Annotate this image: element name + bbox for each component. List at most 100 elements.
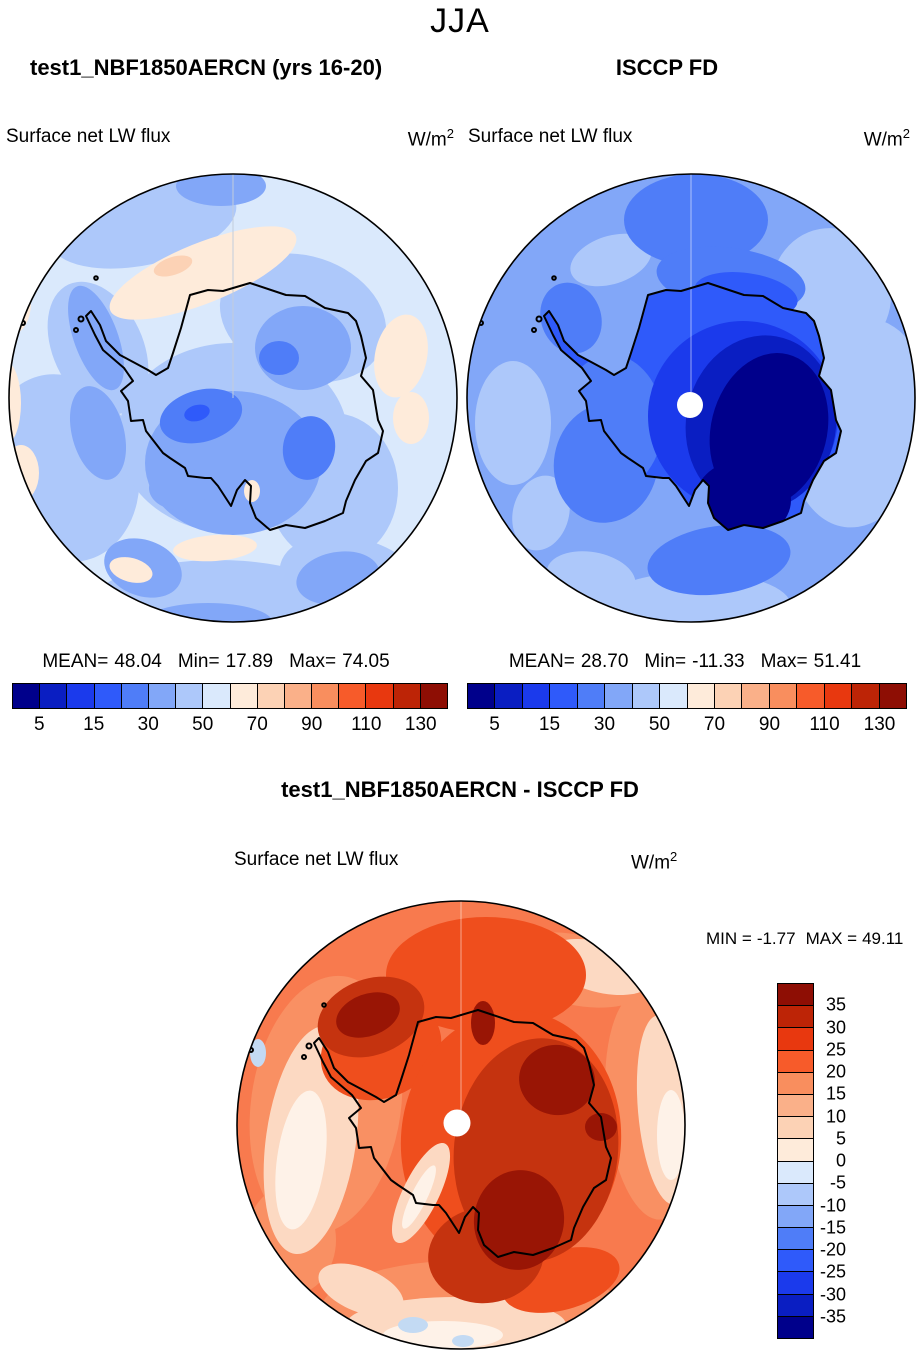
colorbar-segment: [203, 684, 231, 708]
pole-hole: [677, 392, 703, 418]
colorbar-segment: [495, 684, 523, 708]
colorbar-tick-label: -35: [819, 1306, 846, 1327]
diff-colorbar-ticks: 35 30 25 20 15 10 5 0 -5 -10 -15 -20 -25 -30 -35: [806, 983, 846, 1339]
diff-map: [236, 900, 686, 1350]
colorbar-segment: [121, 684, 149, 708]
model-panel-title: test1_NBF1850AERCN (yrs 16-20): [30, 55, 383, 80]
colorbar-segment: [769, 684, 798, 708]
colorbar-tick-label: 5: [489, 714, 500, 735]
colorbar-tick-label: 70: [703, 714, 726, 735]
colorbar-tick-label: 15: [538, 714, 561, 735]
colorbar-segment: [778, 1250, 813, 1273]
colorbar-segment: [393, 684, 421, 708]
colorbar-segment: [797, 684, 825, 708]
colorbar-tick-label: -30: [819, 1284, 846, 1304]
colorbar-segment: [420, 684, 447, 708]
colorbar-tick-label: 90: [301, 714, 323, 735]
colorbar-segment: [824, 684, 853, 708]
map-rim: [466, 173, 916, 623]
colorbar-tick-label: -20: [819, 1239, 846, 1260]
diff-field-label: Surface net LW flux: [234, 849, 399, 870]
obs-map-fill: [467, 174, 915, 622]
obs-colorbar-ticks: 5 15 30 50 70 90 110 130: [467, 714, 907, 736]
colorbar-segment: [778, 1183, 813, 1206]
pole-hole: [443, 1109, 471, 1137]
colorbar-segment: [94, 684, 122, 708]
colorbar-segment: [742, 684, 770, 708]
colorbar-segment: [176, 684, 204, 708]
colorbar-tick-label: -10: [819, 1195, 846, 1215]
diff-colorbar: [777, 983, 814, 1339]
colorbar-tick-label: 0: [835, 1150, 846, 1171]
map-rim: [236, 900, 686, 1350]
model-colorbar-ticks: 5 15 30 50 70 90 110 130: [12, 714, 448, 736]
antarctica-coastline: [20, 275, 384, 531]
colorbar-segment: [714, 684, 743, 708]
colorbar-tick-label: 25: [825, 1039, 846, 1060]
colorbar-tick-label: 130: [863, 714, 896, 735]
colorbar-tick-label: 110: [351, 714, 382, 735]
colorbar-tick-label: 30: [593, 714, 616, 735]
model-stats: MEAN= 48.04 Min= 17.89 Max= 74.05: [42, 651, 390, 672]
colorbar-segment: [778, 1205, 813, 1229]
colorbar-segment: [778, 1139, 813, 1162]
colorbar-tick-label: -15: [819, 1217, 846, 1238]
obs-colorbar: [467, 683, 907, 709]
colorbar-segment: [778, 1006, 813, 1029]
colorbar-tick-label: 70: [246, 714, 268, 735]
diff-units-label: W/m2: [631, 849, 678, 874]
colorbar-segment: [778, 984, 813, 1007]
colorbar-segment: [687, 684, 715, 708]
colorbar-tick-label: 30: [137, 714, 159, 735]
colorbar-segment: [366, 684, 394, 708]
colorbar-segment: [312, 684, 340, 708]
model-field-label: Surface net LW flux: [6, 126, 171, 147]
season-title: JJA: [430, 2, 490, 40]
colorbar-segment: [778, 1072, 813, 1095]
colorbar-tick-label: 5: [33, 714, 45, 735]
colorbar-tick-label: 15: [83, 714, 105, 735]
colorbar-segment: [852, 684, 880, 708]
colorbar-segment: [605, 684, 633, 708]
colorbar-segment: [148, 684, 177, 708]
colorbar-segment: [13, 684, 41, 708]
model-map-fill: [9, 174, 457, 622]
colorbar-segment: [468, 684, 496, 708]
colorbar-segment: [632, 684, 661, 708]
diff-stats: MIN = -1.77 MAX = 49.11: [706, 929, 904, 948]
colorbar-segment: [660, 684, 688, 708]
model-map: [8, 173, 458, 623]
colorbar-tick-label: 50: [192, 714, 214, 735]
colorbar-segment: [778, 1272, 813, 1295]
colorbar-segment: [40, 684, 68, 708]
obs-panel-title: ISCCP FD: [615, 55, 719, 80]
colorbar-segment: [778, 1228, 813, 1251]
colorbar-segment: [550, 684, 578, 708]
colorbar-segment: [778, 1117, 813, 1140]
colorbar-segment: [778, 1094, 813, 1118]
colorbar-tick-label: 10: [825, 1106, 846, 1126]
colorbar-tick-label: 30: [825, 1017, 846, 1037]
colorbar-segment: [284, 684, 313, 708]
colorbar-segment: [522, 684, 551, 708]
colorbar-segment: [778, 1028, 813, 1051]
colorbar-segment: [778, 1294, 813, 1317]
obs-map: [466, 173, 916, 623]
colorbar-segment: [67, 684, 95, 708]
colorbar-tick-label: 5: [835, 1128, 846, 1149]
colorbar-tick-label: 15: [825, 1083, 846, 1104]
colorbar-tick-label: 110: [809, 714, 840, 735]
colorbar-segment: [879, 684, 906, 708]
map-rim: [8, 173, 458, 623]
colorbar-segment: [778, 1050, 813, 1073]
colorbar-tick-label: 35: [825, 994, 846, 1015]
colorbar-segment: [778, 1316, 813, 1338]
colorbar-segment: [257, 684, 285, 708]
colorbar-tick-label: -25: [819, 1261, 846, 1282]
obs-field-label: Surface net LW flux: [468, 126, 633, 147]
colorbar-segment: [230, 684, 258, 708]
colorbar-segment: [778, 1161, 813, 1184]
colorbar-segment: [339, 684, 367, 708]
model-colorbar: [12, 683, 448, 709]
